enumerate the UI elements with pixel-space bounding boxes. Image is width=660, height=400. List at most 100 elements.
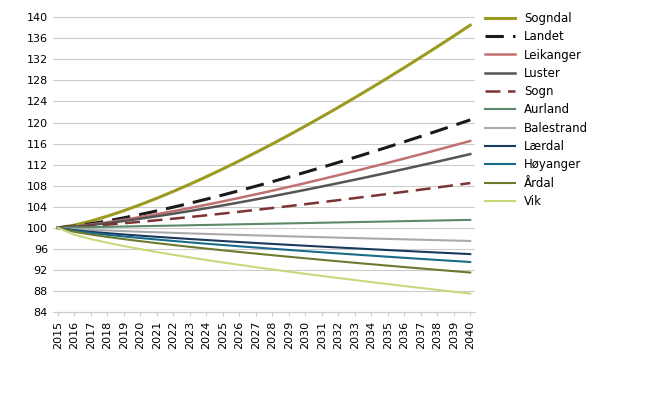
Leikanger bbox=[120, 217, 128, 222]
Aurland bbox=[152, 224, 161, 228]
Lærdal bbox=[152, 234, 161, 239]
Luster bbox=[351, 177, 359, 182]
Aurland bbox=[202, 222, 210, 227]
Luster bbox=[152, 214, 161, 219]
Landet bbox=[400, 139, 408, 144]
Line: Lærdal: Lærdal bbox=[58, 228, 470, 254]
Årdal bbox=[400, 265, 408, 270]
Balestrand bbox=[351, 236, 359, 240]
Sogn bbox=[417, 187, 425, 192]
Landet bbox=[70, 224, 79, 228]
Vik bbox=[268, 267, 276, 272]
Landet bbox=[433, 128, 441, 133]
Høyanger bbox=[235, 244, 243, 249]
Leikanger bbox=[252, 192, 260, 197]
Aurland bbox=[87, 225, 95, 230]
Aurland bbox=[384, 219, 392, 224]
Leikanger bbox=[450, 143, 458, 148]
Landet bbox=[219, 193, 227, 198]
Årdal bbox=[87, 232, 95, 237]
Landet bbox=[53, 225, 62, 230]
Høyanger bbox=[120, 234, 128, 239]
Aurland bbox=[120, 224, 128, 229]
Balestrand bbox=[285, 234, 293, 239]
Høyanger bbox=[384, 254, 392, 259]
Lærdal bbox=[120, 232, 128, 237]
Luster bbox=[318, 184, 326, 189]
Line: Aurland: Aurland bbox=[58, 220, 470, 228]
Lærdal bbox=[351, 246, 359, 251]
Balestrand bbox=[334, 235, 342, 240]
Lærdal bbox=[169, 236, 177, 240]
Luster bbox=[186, 209, 194, 214]
Vik bbox=[186, 255, 194, 260]
Aurland bbox=[268, 221, 276, 226]
Høyanger bbox=[152, 237, 161, 242]
Årdal bbox=[466, 270, 474, 275]
Leikanger bbox=[367, 165, 375, 170]
Line: Høyanger: Høyanger bbox=[58, 228, 470, 262]
Line: Luster: Luster bbox=[58, 154, 470, 228]
Lærdal bbox=[87, 229, 95, 234]
Line: Vik: Vik bbox=[58, 228, 470, 294]
Luster bbox=[367, 174, 375, 179]
Vik bbox=[103, 240, 111, 245]
Sogn bbox=[466, 181, 474, 186]
Høyanger bbox=[219, 242, 227, 247]
Aurland bbox=[186, 223, 194, 228]
Lærdal bbox=[450, 251, 458, 256]
Sogndal bbox=[367, 86, 375, 90]
Legend: Sogndal, Landet, Leikanger, Luster, Sogn, Aurland, Balestrand, Lærdal, Høyanger,: Sogndal, Landet, Leikanger, Luster, Sogn… bbox=[485, 12, 589, 208]
Sogn bbox=[202, 213, 210, 218]
Lærdal bbox=[235, 240, 243, 244]
Årdal bbox=[318, 258, 326, 262]
Leikanger bbox=[70, 224, 79, 229]
Høyanger bbox=[202, 241, 210, 246]
Lærdal bbox=[186, 236, 194, 241]
Årdal bbox=[334, 259, 342, 264]
Vik bbox=[219, 260, 227, 265]
Luster bbox=[120, 218, 128, 223]
Aurland bbox=[103, 224, 111, 229]
Luster bbox=[301, 188, 309, 192]
Landet bbox=[169, 205, 177, 210]
Lærdal bbox=[268, 242, 276, 246]
Landet bbox=[334, 160, 342, 165]
Sogn bbox=[87, 224, 95, 228]
Landet bbox=[235, 188, 243, 193]
Balestrand bbox=[186, 231, 194, 236]
Line: Leikanger: Leikanger bbox=[58, 141, 470, 228]
Aurland bbox=[136, 224, 144, 229]
Sogn bbox=[219, 211, 227, 216]
Sogn bbox=[235, 209, 243, 214]
Årdal bbox=[136, 239, 144, 244]
Leikanger bbox=[202, 202, 210, 207]
Sogndal bbox=[334, 105, 342, 110]
Sogndal bbox=[318, 114, 326, 119]
Årdal bbox=[53, 225, 62, 230]
Sogn bbox=[152, 218, 161, 223]
Luster bbox=[70, 224, 79, 229]
Aurland bbox=[235, 222, 243, 227]
Sogndal bbox=[351, 95, 359, 100]
Sogndal bbox=[433, 44, 441, 49]
Balestrand bbox=[202, 232, 210, 236]
Årdal bbox=[219, 248, 227, 253]
Lærdal bbox=[417, 249, 425, 254]
Luster bbox=[235, 200, 243, 205]
Høyanger bbox=[400, 256, 408, 260]
Høyanger bbox=[450, 258, 458, 263]
Sogn bbox=[450, 183, 458, 188]
Leikanger bbox=[285, 184, 293, 189]
Aurland bbox=[301, 221, 309, 226]
Luster bbox=[268, 194, 276, 199]
Landet bbox=[103, 218, 111, 223]
Sogndal bbox=[136, 202, 144, 207]
Lærdal bbox=[384, 248, 392, 252]
Sogn bbox=[285, 204, 293, 208]
Leikanger bbox=[235, 196, 243, 200]
Vik bbox=[235, 262, 243, 267]
Balestrand bbox=[169, 230, 177, 235]
Aurland bbox=[417, 218, 425, 223]
Leikanger bbox=[400, 156, 408, 161]
